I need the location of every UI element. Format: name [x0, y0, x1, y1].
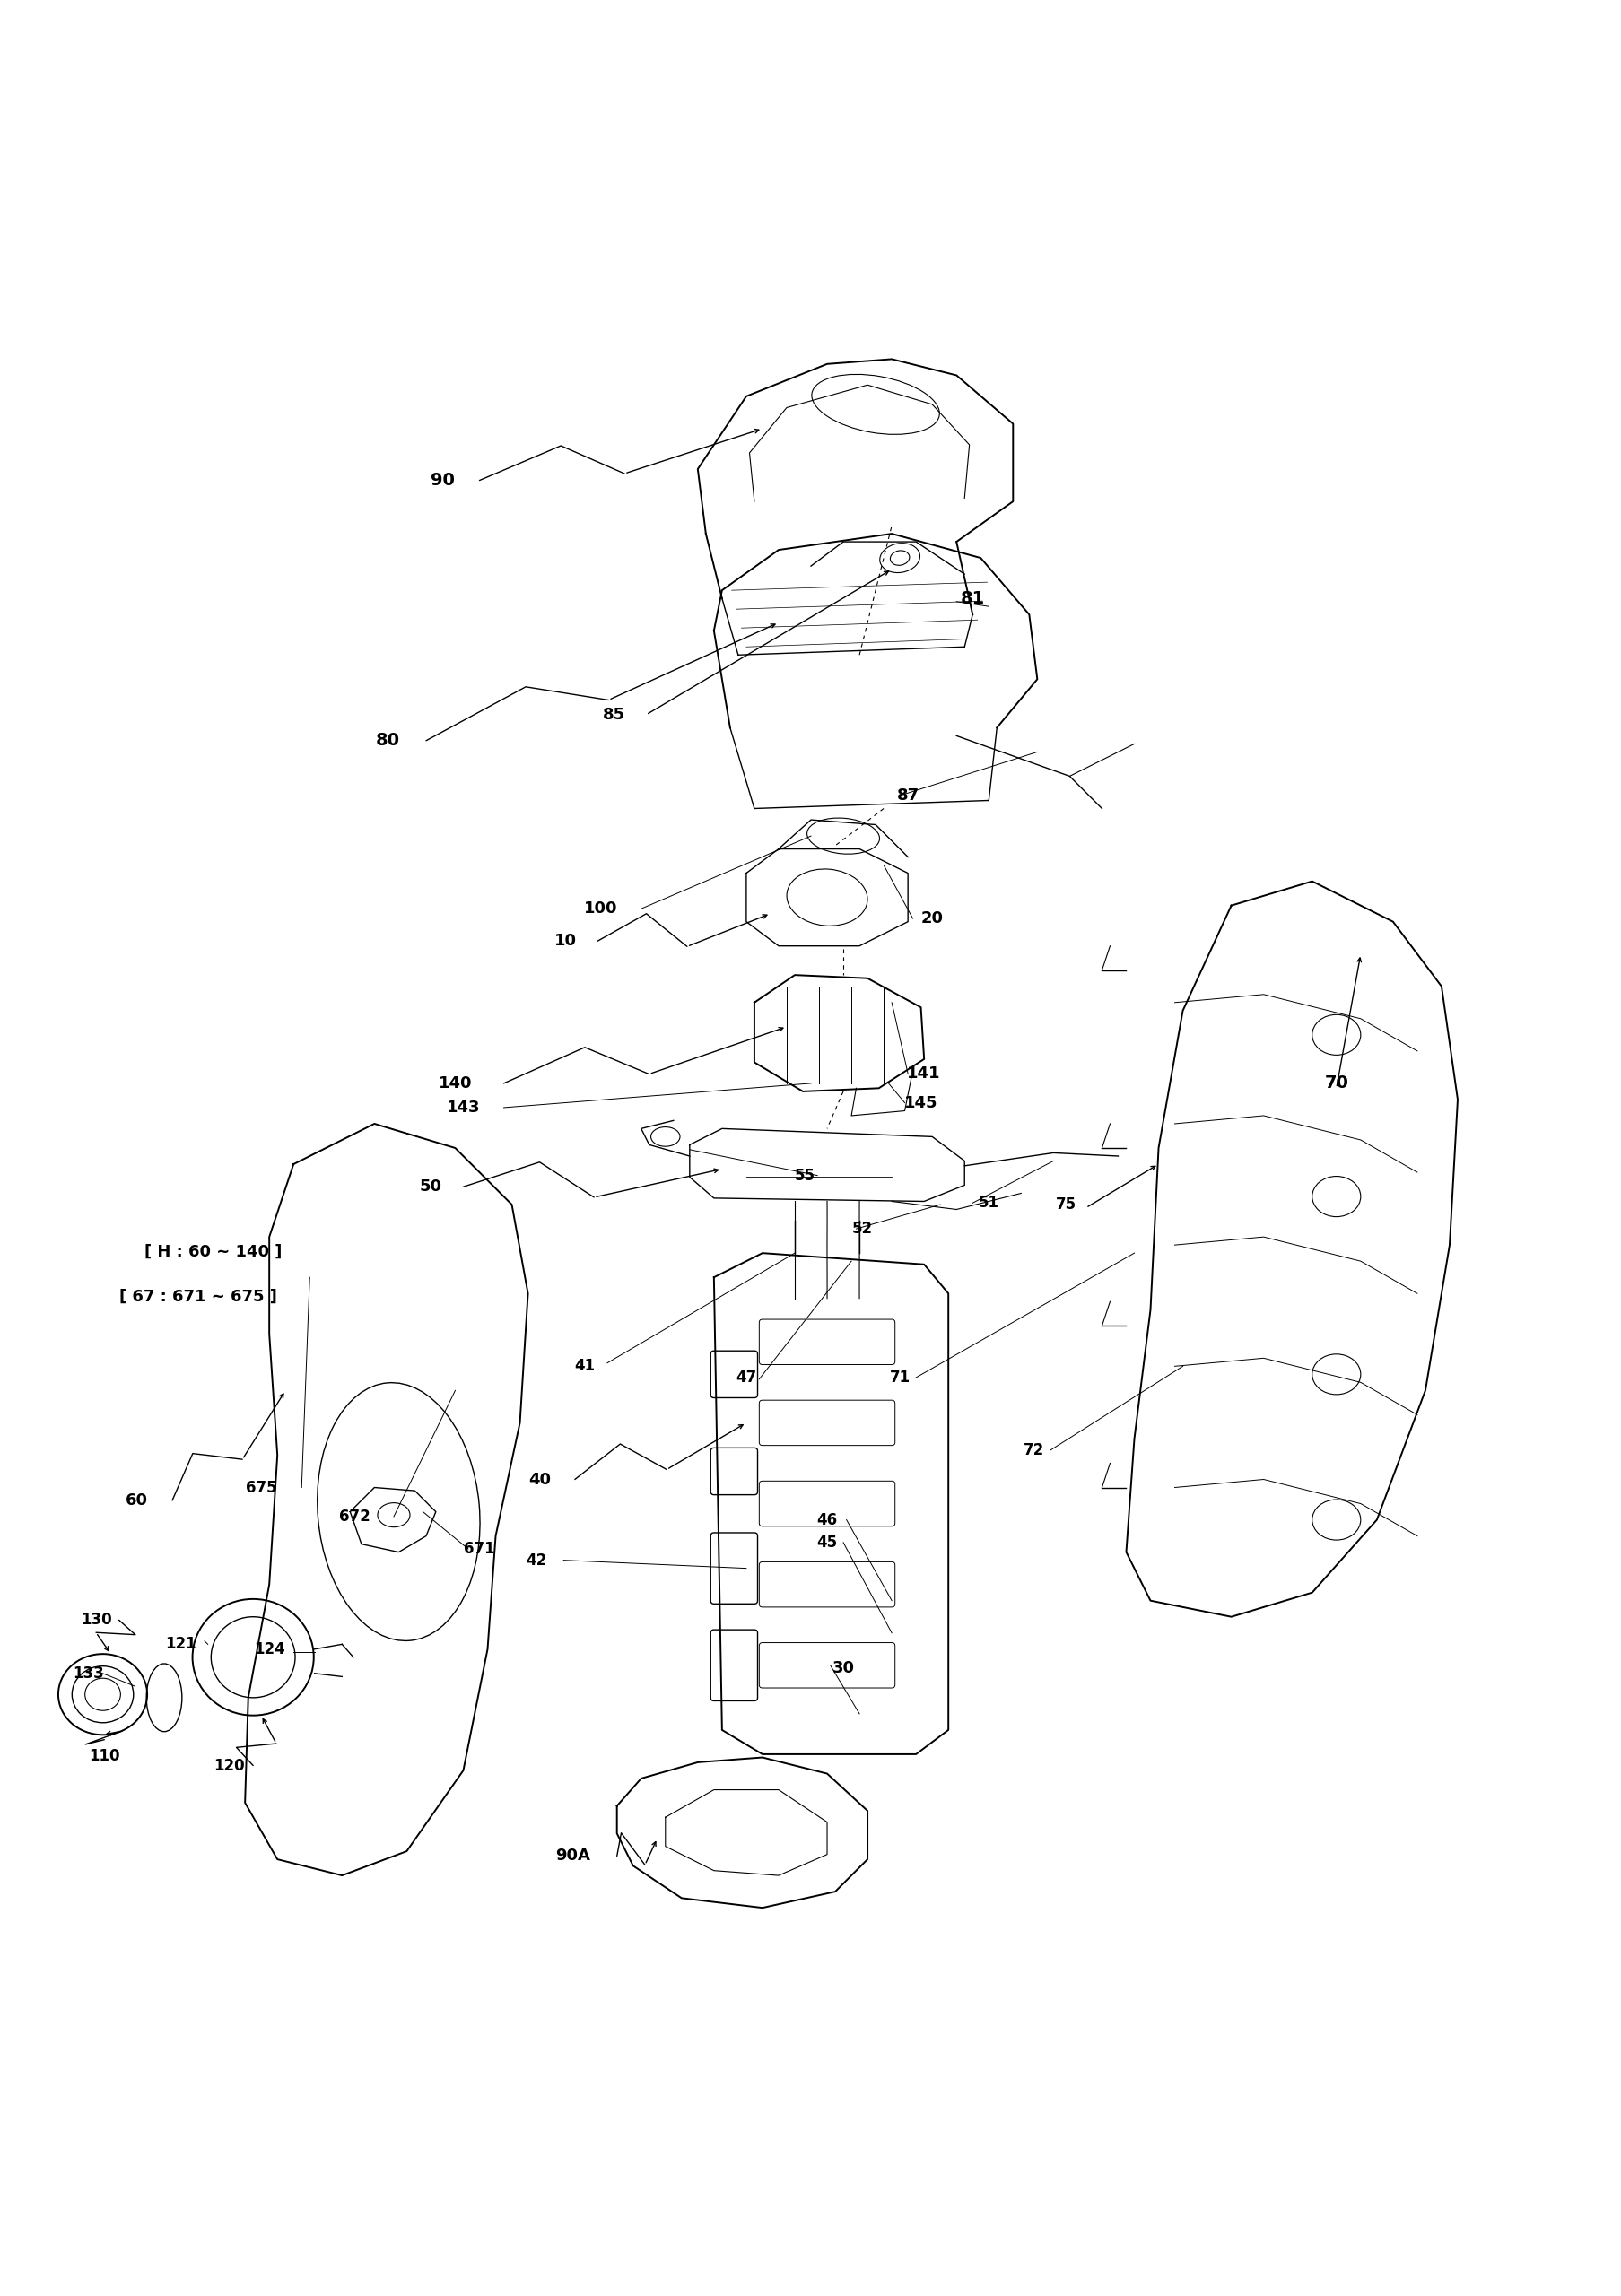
Text: 10: 10	[554, 932, 575, 948]
Text: 672: 672	[339, 1508, 370, 1525]
Text: 42: 42	[525, 1552, 546, 1568]
Text: 143: 143	[446, 1100, 480, 1116]
Text: 50: 50	[420, 1178, 443, 1194]
Text: 72: 72	[1023, 1442, 1044, 1458]
Text: 45: 45	[817, 1534, 836, 1550]
Text: 140: 140	[438, 1075, 472, 1091]
Text: 30: 30	[832, 1660, 854, 1676]
Text: 41: 41	[574, 1359, 595, 1375]
Text: 110: 110	[89, 1747, 120, 1763]
Text: 671: 671	[464, 1541, 494, 1557]
Text: 100: 100	[584, 900, 618, 916]
Text: 81: 81	[960, 590, 984, 606]
Text: 90: 90	[430, 473, 454, 489]
Text: 133: 133	[73, 1665, 104, 1681]
Text: 145: 145	[903, 1095, 937, 1111]
Text: 71: 71	[888, 1368, 909, 1384]
Text: 52: 52	[853, 1221, 872, 1238]
Text: 121: 121	[165, 1637, 196, 1653]
Text: 87: 87	[896, 788, 919, 804]
Text: 75: 75	[1055, 1196, 1076, 1212]
Text: [ H : 60 ~ 140 ]: [ H : 60 ~ 140 ]	[144, 1244, 282, 1261]
Text: 47: 47	[736, 1368, 757, 1384]
Text: 141: 141	[906, 1065, 940, 1081]
Text: 675: 675	[245, 1479, 277, 1495]
Text: 80: 80	[374, 732, 399, 748]
Text: 40: 40	[528, 1472, 550, 1488]
Text: 46: 46	[817, 1511, 836, 1527]
Text: 70: 70	[1324, 1075, 1347, 1093]
Text: 124: 124	[253, 1642, 285, 1658]
Text: 120: 120	[214, 1756, 245, 1773]
Text: 55: 55	[794, 1166, 814, 1182]
Text: 85: 85	[601, 707, 624, 723]
Text: 20: 20	[921, 912, 943, 928]
Text: 130: 130	[81, 1612, 112, 1628]
Text: 60: 60	[125, 1492, 148, 1508]
Text: 90A: 90A	[556, 1848, 590, 1864]
Text: 51: 51	[977, 1194, 999, 1210]
Text: [ 67 : 671 ~ 675 ]: [ 67 : 671 ~ 675 ]	[118, 1288, 277, 1304]
